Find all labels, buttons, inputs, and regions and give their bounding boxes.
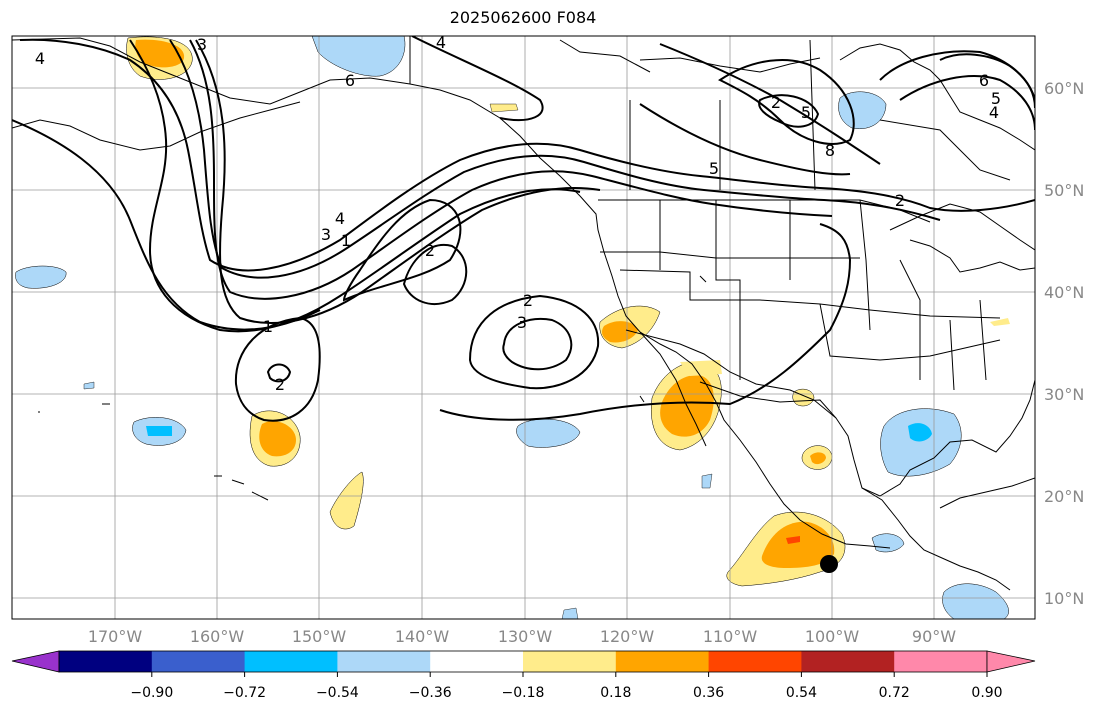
islands — [38, 275, 707, 501]
colorbar-cell — [801, 651, 895, 672]
coastlines — [12, 36, 1035, 591]
contour-label: 4 — [35, 49, 45, 68]
lat-label: 10°N — [1044, 589, 1084, 608]
contour-label: 5 — [991, 89, 1001, 108]
colorbar-tick-label: 0.72 — [879, 685, 910, 701]
contour-label: 2 — [523, 291, 533, 310]
colorbar-tick-label: 0.54 — [786, 685, 817, 701]
contour-label: 4 — [335, 209, 345, 228]
contour-label: 2 — [425, 241, 435, 260]
contour-label: 2 — [275, 375, 285, 394]
contour-label: 2 — [895, 191, 905, 210]
lat-label: 60°N — [1044, 79, 1084, 98]
lon-label: 170°W — [88, 627, 143, 646]
lon-label: 130°W — [498, 627, 553, 646]
colorbar-extend-under — [11, 650, 60, 673]
colorbar-extend-over — [986, 650, 1036, 673]
lon-label: 100°W — [805, 627, 860, 646]
lat-label: 40°N — [1044, 283, 1084, 302]
colorbar-cell — [151, 651, 246, 672]
contour-label: 1 — [341, 231, 351, 250]
colorbar-cell — [894, 651, 988, 672]
colorbar-cell — [59, 651, 153, 672]
colorbar-cell — [337, 651, 431, 672]
lat-label: 30°N — [1044, 385, 1084, 404]
lon-axis: 170°W 160°W 150°W 140°W 130°W 120°W 110°… — [88, 627, 956, 646]
cold-anomaly-north-pacific — [15, 265, 67, 289]
contours — [12, 36, 1035, 422]
colorbar-tick-label: −0.36 — [409, 685, 452, 701]
contour-label: 8 — [825, 141, 835, 160]
shaded-field — [15, 36, 1010, 619]
colorbar-tick-label: −0.18 — [502, 685, 545, 701]
colorbar-cell — [708, 651, 802, 672]
contour-label: 6 — [979, 71, 989, 90]
colorbar-tick-label: 0.18 — [600, 685, 631, 701]
lon-label: 160°W — [190, 627, 245, 646]
colorbar-tick-label: 0.36 — [693, 685, 724, 701]
warm-anomaly-subtropics — [329, 471, 364, 530]
contour-label: 3 — [321, 225, 331, 244]
cold-anomaly-central — [516, 418, 581, 448]
lat-label: 50°N — [1044, 181, 1084, 200]
colorbar-cell — [615, 651, 710, 672]
map-frame — [11, 35, 1036, 620]
lat-label: 20°N — [1044, 487, 1084, 506]
lon-label: 150°W — [292, 627, 347, 646]
cold-anomaly-bering — [311, 36, 406, 77]
storm-marker — [820, 555, 838, 573]
graticule — [12, 36, 1035, 619]
lon-label: 120°W — [600, 627, 655, 646]
colorbar-tick-label: −0.90 — [130, 685, 173, 701]
colorbar-tick-label: 0.90 — [971, 685, 1002, 701]
contour-label: 4 — [989, 103, 999, 122]
lon-label: 140°W — [395, 627, 450, 646]
colorbar-cell — [430, 651, 524, 672]
colorbar-cell — [523, 651, 617, 672]
colorbar-tick-label: −0.54 — [316, 685, 359, 701]
warm-anomaly-texas — [792, 388, 815, 407]
contour-labels: 4 3 6 2 5 4 6 5 4 8 2 5 3 4 1 2 2 3 1 2 — [35, 33, 1001, 394]
contour-label: 1 — [263, 317, 273, 336]
contour-label: 4 — [436, 33, 446, 52]
lon-label: 110°W — [703, 627, 758, 646]
cold-anomaly-caribbean — [942, 583, 1009, 619]
colorbar: −0.90 −0.72 −0.54 −0.36 −0.18 0.18 0.36 0.54 0.7… — [11, 650, 1036, 701]
cold-anomaly-gulf-mexico — [880, 408, 962, 477]
colorbar-tick-label: −0.72 — [223, 685, 266, 701]
contour-label: 3 — [517, 313, 527, 332]
colorbar-cell — [244, 651, 338, 672]
contour-label: 5 — [801, 103, 811, 122]
map-title: 2025062600 F084 — [449, 8, 597, 27]
contour-label: 3 — [197, 35, 207, 54]
lon-label: 90°W — [912, 627, 956, 646]
contour-label: 2 — [771, 93, 781, 112]
cold-anomaly-canada — [838, 91, 887, 130]
contour-label: 6 — [345, 71, 355, 90]
lat-axis: 60°N 50°N 40°N 30°N 20°N 10°N — [1044, 79, 1084, 608]
contour-label: 5 — [709, 159, 719, 178]
